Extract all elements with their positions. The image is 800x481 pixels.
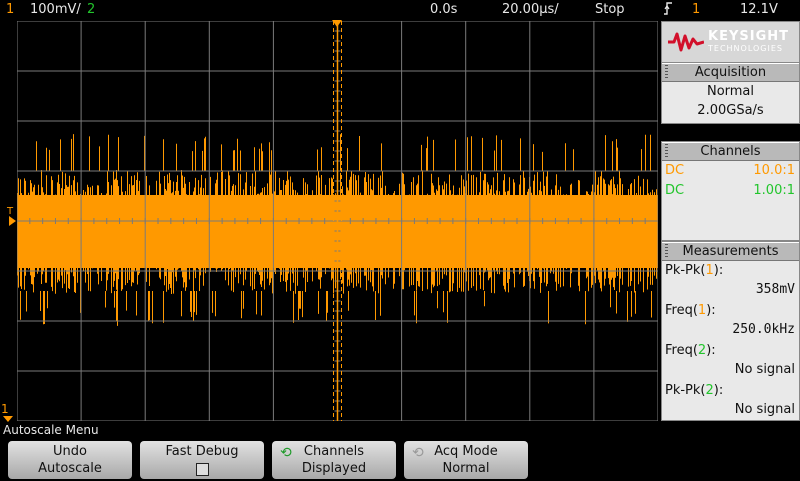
- ch1-reference-label: 1: [1, 402, 9, 416]
- status-bar: 1 100mV/ 2 0.0s 20.00µs/ Stop 1 12.1V: [0, 0, 800, 20]
- menu-title: Autoscale Menu: [3, 423, 99, 437]
- logo-subtext: TECHNOLOGIES: [708, 44, 783, 53]
- acq-mode-button[interactable]: ⟲ Acq Mode Normal: [404, 441, 528, 479]
- channels-header: Channels: [662, 142, 799, 161]
- graticule-lines: [17, 21, 658, 421]
- measurement-item: Freq(2): No signal: [665, 343, 795, 377]
- keysight-logo: KEYSIGHT TECHNOLOGIES: [661, 21, 800, 63]
- trigger-level-marker[interactable]: T: [7, 206, 14, 217]
- time-scale[interactable]: 20.00µs/: [502, 2, 559, 17]
- measurement-item: Pk-Pk(2): No signal: [665, 383, 795, 417]
- softkey-bar: Undo Autoscale Fast Debug ⟲ Channels Dis…: [0, 439, 800, 481]
- down-arrow-icon: [3, 416, 13, 422]
- channels-panel[interactable]: Channels DC 10.0:1 DC 1.00:1: [661, 141, 800, 241]
- rotate-knob-icon: ⟲: [412, 445, 424, 461]
- grip-icon: [665, 144, 668, 158]
- fast-debug-button[interactable]: Fast Debug: [140, 441, 264, 479]
- measurements-panel[interactable]: Measurements Pk-Pk(1): 358mV Freq(1): 25…: [661, 241, 800, 421]
- ch1-ground-marker[interactable]: [9, 216, 16, 226]
- graticule: [17, 21, 658, 421]
- side-panel: KEYSIGHT TECHNOLOGIES Acquisition Normal…: [660, 21, 800, 421]
- ch1-waveform-trace: [17, 134, 658, 326]
- measurements-header: Measurements: [662, 242, 799, 261]
- trigger-source[interactable]: 1: [692, 2, 701, 17]
- logo-text: KEYSIGHT: [708, 29, 789, 44]
- trigger-level[interactable]: 12.1V: [740, 2, 778, 17]
- grip-icon: [665, 244, 668, 258]
- grip-icon: [665, 65, 668, 79]
- run-state[interactable]: Stop: [595, 2, 625, 17]
- waveform-display[interactable]: [17, 21, 658, 421]
- keysight-wave-icon: [668, 32, 704, 52]
- acquisition-header: Acquisition: [662, 63, 799, 82]
- rising-edge-trigger-icon: [663, 1, 673, 20]
- measurement-item: Freq(1): 250.0kHz: [665, 303, 795, 337]
- ch2-number[interactable]: 2: [87, 2, 96, 17]
- acquisition-panel[interactable]: Acquisition Normal 2.00GSa/s: [661, 62, 800, 124]
- ch1-vertical-scale[interactable]: 100mV/: [30, 2, 81, 17]
- undo-autoscale-button[interactable]: Undo Autoscale: [8, 441, 132, 479]
- rotate-knob-icon: ⟲: [280, 445, 292, 461]
- ch1-number[interactable]: 1: [6, 2, 15, 17]
- time-delay[interactable]: 0.0s: [430, 2, 458, 17]
- fast-debug-checkbox[interactable]: [196, 463, 209, 476]
- trigger-position-marker[interactable]: [332, 20, 342, 27]
- channels-displayed-button[interactable]: ⟲ Channels Displayed: [272, 441, 396, 479]
- measurement-item: Pk-Pk(1): 358mV: [665, 263, 795, 297]
